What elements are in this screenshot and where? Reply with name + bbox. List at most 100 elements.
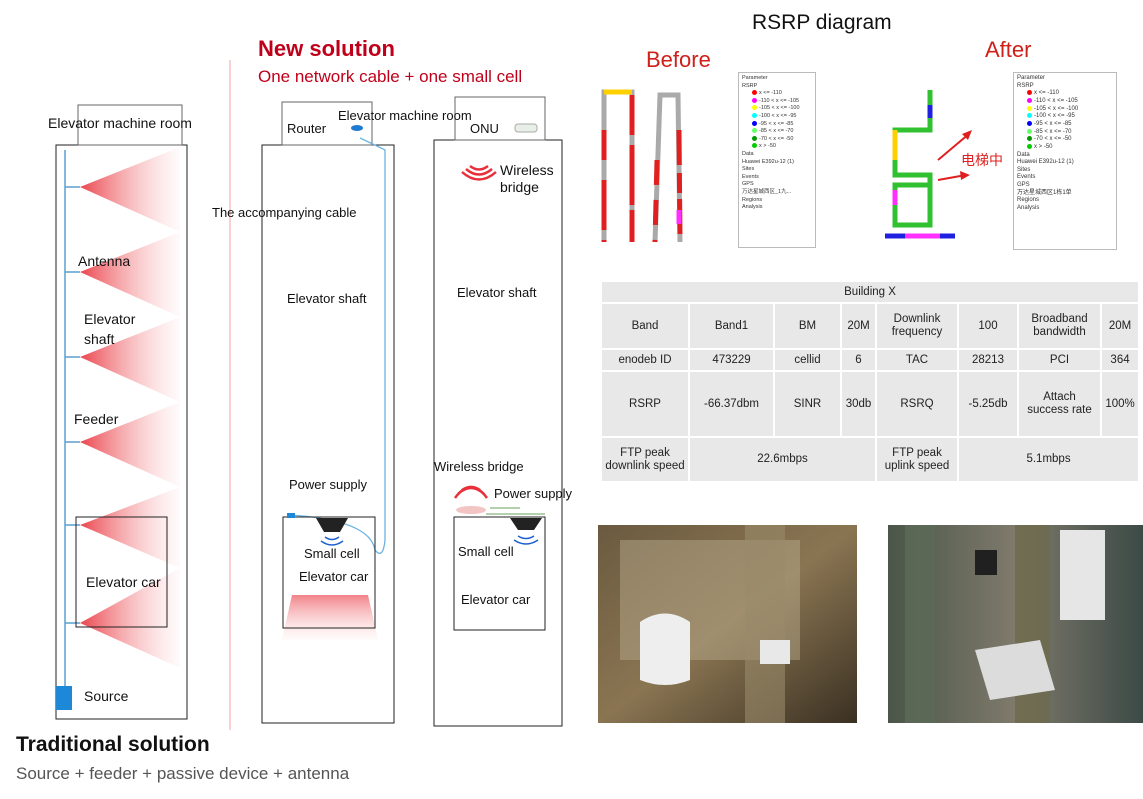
label: Wireless bridge bbox=[500, 162, 554, 195]
table-cell: SINR bbox=[773, 370, 842, 438]
elevator-car bbox=[75, 516, 168, 628]
legend-item: Data bbox=[1017, 152, 1113, 160]
legend-swatch bbox=[1027, 105, 1032, 111]
label: Elevator car bbox=[299, 569, 369, 584]
label: The accompanying cable bbox=[212, 205, 357, 220]
photo-before-install bbox=[598, 525, 857, 723]
legend-text: -110 < x <= -105 bbox=[1034, 97, 1078, 104]
kpi-table: Building X Band Band1 BM 20M Downlink freque… bbox=[599, 280, 1141, 483]
rsrp-annotation: 电梯中 bbox=[961, 153, 1003, 169]
legend-text: RSRP bbox=[1017, 82, 1034, 89]
legend-text: Sites bbox=[742, 166, 755, 173]
table-cell: 5.1mbps bbox=[956, 436, 1141, 483]
legend-text: RSRP bbox=[742, 82, 758, 89]
legend-item: Regions bbox=[742, 197, 812, 205]
legend-item: -110 < x <= -105 bbox=[1017, 97, 1113, 106]
label: ONU bbox=[470, 121, 499, 136]
label: Elevator machine room bbox=[338, 108, 472, 123]
legend-item: x <= -110 bbox=[1017, 90, 1113, 98]
legend-item: -105 < x <= -100 bbox=[742, 105, 812, 113]
legend-item: -95 < x <= -85 bbox=[1017, 120, 1113, 129]
table-cell: Band bbox=[600, 302, 690, 350]
legend-item: Regions bbox=[1017, 197, 1113, 205]
legend-text: Parameter bbox=[1017, 75, 1046, 81]
table-cell: 22.6mbps bbox=[688, 436, 877, 483]
legend-swatch bbox=[752, 90, 757, 96]
legend-item: -70 < x <= -50 bbox=[1017, 136, 1113, 144]
legend-text: -95 < x <= -85 bbox=[759, 120, 794, 127]
wireless-diagram bbox=[433, 96, 563, 727]
legend-text: Data bbox=[742, 150, 754, 157]
legend-swatch bbox=[1027, 120, 1032, 126]
legend-item: -100 < x <= -95 bbox=[1017, 113, 1113, 121]
legend-item: 万达星城西区1栋1单 bbox=[1017, 190, 1113, 198]
machine-room-box bbox=[77, 104, 183, 146]
table-cell: 364 bbox=[1099, 348, 1141, 372]
traditional-diagram bbox=[55, 104, 188, 720]
label: Elevator machine room bbox=[48, 115, 192, 131]
legend-swatch bbox=[752, 120, 757, 126]
legend-item: -85 < x <= -70 bbox=[1017, 128, 1113, 137]
legend-text: x <= -110 bbox=[759, 90, 782, 97]
legend-swatch bbox=[1027, 128, 1032, 134]
legend-text: GPS bbox=[1017, 181, 1030, 188]
legend-text: -100 < x <= -95 bbox=[1034, 113, 1075, 120]
feeder-cable bbox=[64, 150, 80, 690]
legend-swatch bbox=[752, 113, 757, 119]
legend-item: Data bbox=[742, 151, 812, 159]
label: Elevator shaft bbox=[84, 311, 136, 347]
rsrp-title: RSRP diagram bbox=[752, 11, 892, 34]
table-cell: 20M bbox=[1099, 302, 1141, 350]
table-cell: 6 bbox=[840, 348, 877, 372]
legend-text: Parameter bbox=[742, 75, 768, 81]
legend-item: x <= -110 bbox=[742, 90, 812, 98]
legend-item: Huawei E392u-12 (1) bbox=[1017, 159, 1113, 167]
table-cell: cellid bbox=[773, 348, 842, 372]
legend-item: 万达星城西区_1九... bbox=[742, 189, 812, 197]
legend-swatch bbox=[1027, 90, 1032, 96]
table-cell: 100 bbox=[957, 302, 1019, 350]
new-solution-subtitle: One network cable + one small cell bbox=[258, 67, 523, 86]
legend-item: Events bbox=[1017, 174, 1113, 182]
legend-swatch bbox=[752, 128, 757, 134]
legend-text: x > -50 bbox=[759, 143, 776, 150]
legend-text: -85 < x <= -70 bbox=[1034, 128, 1072, 135]
legend-swatch bbox=[752, 97, 757, 103]
label: Elevator shaft bbox=[457, 285, 537, 300]
table-cell: enodeb ID bbox=[600, 348, 690, 372]
table-cell: 28213 bbox=[957, 348, 1019, 372]
legend-swatch bbox=[1027, 136, 1032, 142]
legend-item: x > -50 bbox=[742, 143, 812, 151]
legend-item: Analysis bbox=[742, 204, 812, 212]
legend-text: Regions bbox=[742, 196, 763, 203]
legend-swatch bbox=[1027, 113, 1032, 119]
legend-heading: RSRP bbox=[742, 83, 812, 91]
label: Antenna bbox=[78, 253, 131, 269]
legend-item: GPS bbox=[742, 181, 812, 189]
rsrp-before-track bbox=[601, 89, 683, 243]
table-cell: Attach success rate bbox=[1017, 370, 1102, 438]
legend-text: GPS bbox=[742, 181, 754, 188]
legend-panel: Parameter RSRP x <= -110 -110 < x <= -105 -1… bbox=[1013, 72, 1117, 250]
legend-text: -105 < x <= -100 bbox=[759, 105, 800, 112]
legend-text: -105 < x <= -100 bbox=[1034, 105, 1079, 112]
table-cell: 473229 bbox=[688, 348, 775, 372]
label: Small cell bbox=[458, 544, 514, 559]
legend-item: -105 < x <= -100 bbox=[1017, 105, 1113, 114]
legend-text: -100 < x <= -95 bbox=[759, 112, 797, 119]
table-cell: 20M bbox=[840, 302, 877, 350]
legend-text: Analysis bbox=[1017, 204, 1040, 211]
legend-text: Huawei E392u-12 (1) bbox=[742, 158, 794, 165]
label: Wireless bridge bbox=[434, 459, 524, 474]
legend-swatch bbox=[1027, 143, 1032, 149]
traditional-title: Traditional solution bbox=[16, 733, 210, 756]
legend-text: x <= -110 bbox=[1034, 90, 1059, 97]
wired-diagram bbox=[261, 101, 395, 724]
label: Router bbox=[287, 121, 327, 136]
legend-item: -110 < x <= -105 bbox=[742, 98, 812, 106]
legend-item: -100 < x <= -95 bbox=[742, 113, 812, 121]
table-cell: FTP peak downlink speed bbox=[600, 436, 690, 483]
label: Elevator shaft bbox=[287, 291, 367, 306]
legend-swatch bbox=[1027, 97, 1032, 103]
